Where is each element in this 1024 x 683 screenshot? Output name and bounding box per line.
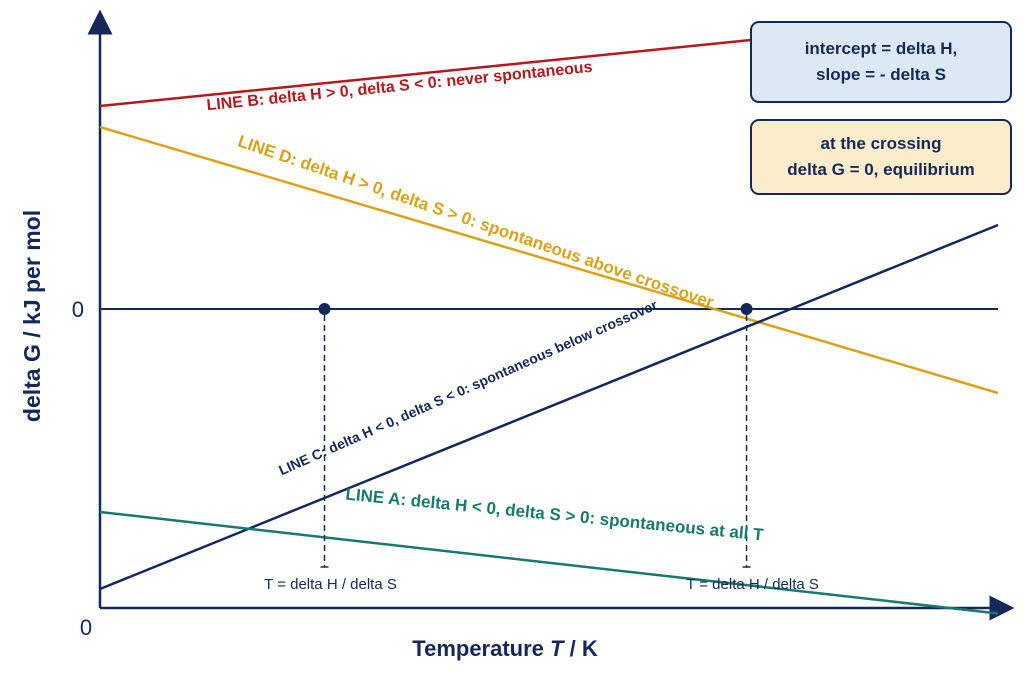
line-a-label: LINE A: delta H < 0, delta S > 0: sponta… [345,485,765,545]
note-1-line-1: intercept = delta H, [804,39,958,58]
line-b-series [99,38,756,108]
line-a-series [99,510,999,615]
line-c-label: LINE C: delta H < 0, delta S < 0: sponta… [276,296,660,478]
note-intercept-slope: intercept = delta H, slope = - delta S [750,21,1012,103]
note-1-line-2: slope = - delta S [816,65,946,84]
y-tick-label-zero: 0 [72,297,84,322]
line-b-label: LINE B: delta H > 0, delta S < 0: never … [206,59,594,114]
line-c-series [99,223,999,591]
note-2-line-2: delta G = 0, equilibrium [787,160,975,179]
line-d-series [99,125,999,395]
crossover-label-1: T = delta H / delta S [264,576,397,593]
x-tick-label-origin: 0 [80,615,92,640]
y-axis-title: delta G / kJ per mol [19,210,45,422]
note-2-line-1: at the crossing [820,134,942,153]
x-axis-title: Temperature T / K [412,636,598,661]
crossover-point-2 [740,303,753,315]
crossover-point-1 [318,303,331,315]
crossover-label-2: T = delta H / delta S [686,576,819,593]
note-crossing-equilibrium: at the crossing delta G = 0, equilibrium [750,119,1012,195]
line-d-label: LINE D: delta H > 0, delta S > 0: sponta… [235,132,716,313]
